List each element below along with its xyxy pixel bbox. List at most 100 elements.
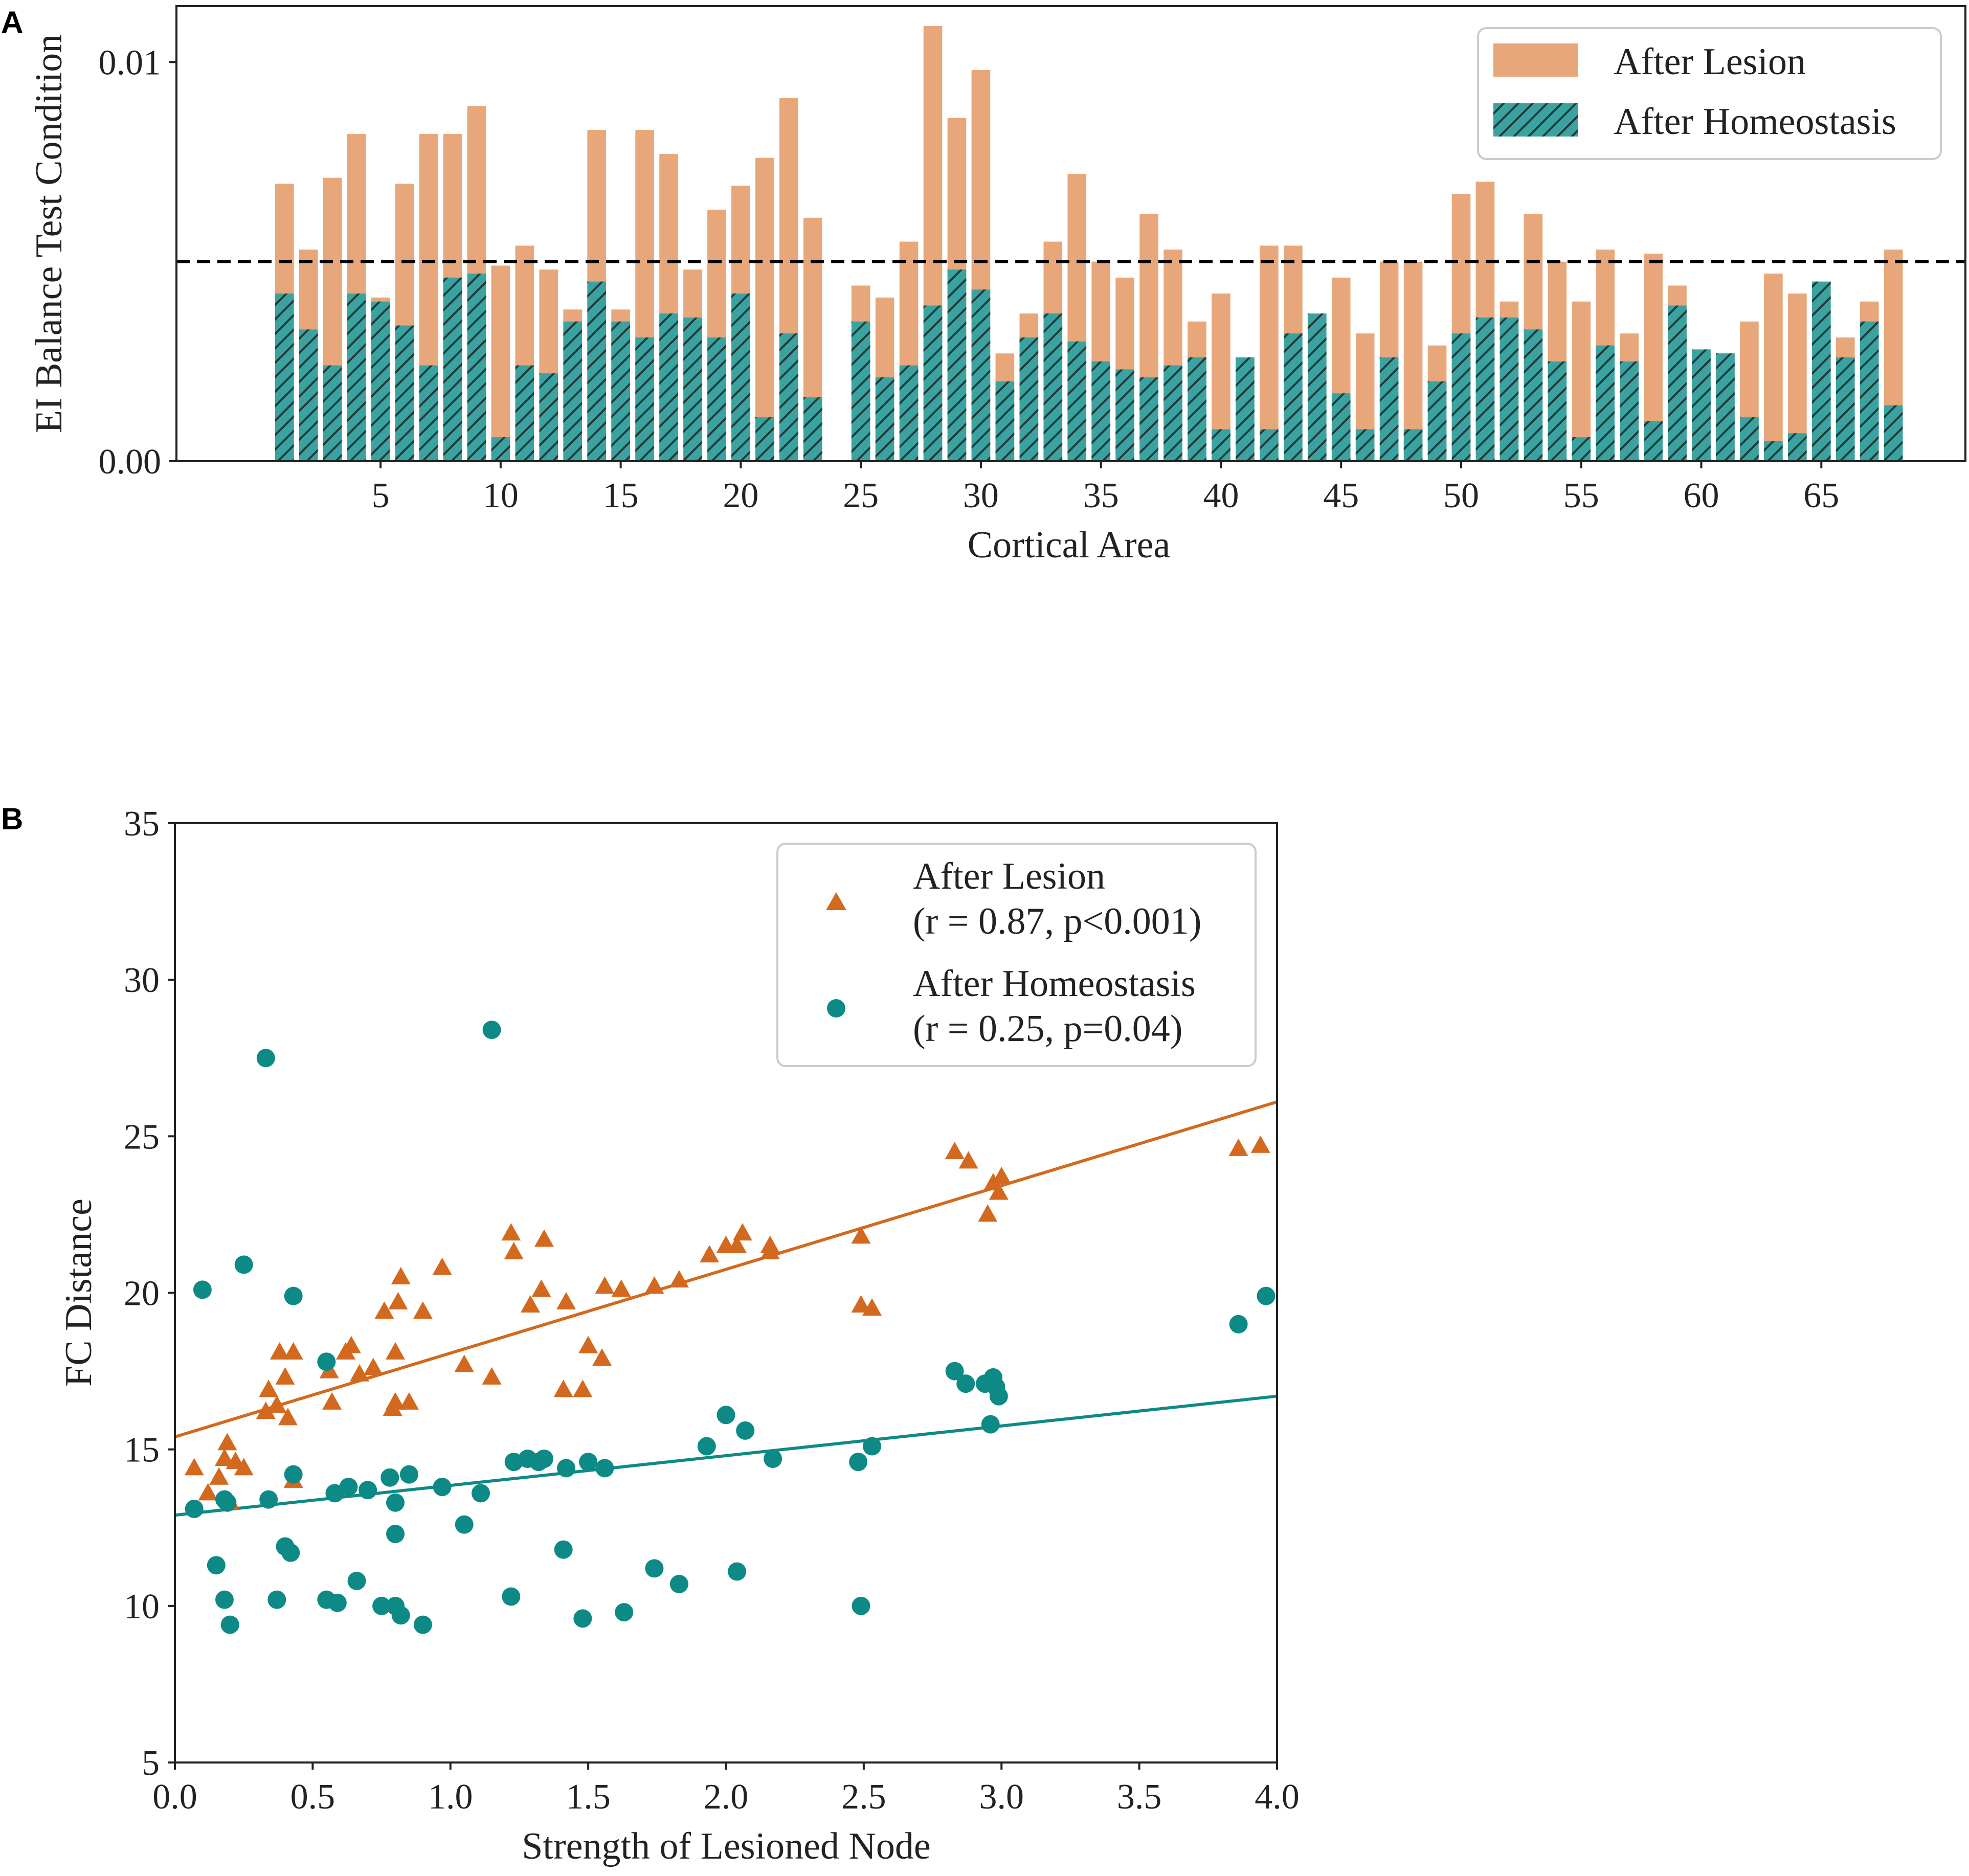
point-after-lesion <box>945 1141 965 1159</box>
legend-label-b-after-lesion: After Lesion <box>913 855 1105 897</box>
point-after-lesion <box>531 1279 551 1297</box>
bar-hatch-49 <box>1427 381 1447 461</box>
point-after-homeostasis <box>981 1415 1000 1434</box>
bar-hatch-63 <box>1764 441 1783 461</box>
fit-line-after-lesion <box>174 1100 1278 1439</box>
legend-label-after-homeostasis: After Homeostasis <box>1614 101 1896 143</box>
bar-hatch-8 <box>443 277 462 461</box>
y-tick-label: 5 <box>142 1744 160 1783</box>
legend-stats-after-homeostasis: (r = 0.25, p=0.04) <box>913 1008 1182 1050</box>
bar-hatch-50 <box>1451 333 1471 461</box>
x-tick-label: 2.0 <box>704 1777 749 1817</box>
bar-hatch-6 <box>395 325 414 461</box>
bar-hatch-35 <box>1091 361 1111 461</box>
x-tick-label: 50 <box>1443 476 1479 515</box>
bar-after-lesion-10 <box>491 265 510 461</box>
point-after-homeostasis <box>595 1459 614 1478</box>
panel-b-fit-lines <box>174 1100 1278 1517</box>
point-after-homeostasis <box>328 1593 347 1612</box>
bar-hatch-17 <box>659 313 678 461</box>
y-tick-label: 0.01 <box>99 43 162 82</box>
point-after-lesion <box>209 1467 229 1485</box>
point-after-lesion <box>644 1276 664 1294</box>
bar-hatch-34 <box>1067 341 1087 461</box>
bar-hatch-66 <box>1836 357 1855 461</box>
bar-hatch-2 <box>299 329 318 461</box>
point-after-lesion <box>595 1276 615 1294</box>
bar-hatch-18 <box>683 317 702 461</box>
bar-hatch-12 <box>539 373 558 461</box>
point-after-homeostasis <box>284 1465 303 1484</box>
point-after-homeostasis <box>697 1437 716 1456</box>
panel-a-bar-chart: A 5 10 15 20 25 30 35 40 45 50 55 60 65 0.00 0.01 Cor… <box>1 5 1966 566</box>
point-after-homeostasis <box>220 1615 239 1634</box>
point-after-homeostasis <box>347 1571 366 1590</box>
bar-hatch-15 <box>611 321 630 461</box>
bar-hatch-60 <box>1692 349 1711 461</box>
bar-hatch-23 <box>803 397 822 461</box>
bar-hatch-58 <box>1644 421 1663 461</box>
bar-hatch-48 <box>1403 429 1423 461</box>
x-tick-label: 40 <box>1203 476 1239 515</box>
point-after-homeostasis <box>386 1524 405 1543</box>
bar-hatch-25 <box>851 321 870 461</box>
bar-hatch-62 <box>1740 417 1759 461</box>
point-after-homeostasis <box>399 1465 418 1484</box>
point-after-lesion <box>732 1223 752 1241</box>
panel-b-y-ticks: 5 10 15 20 25 30 35 <box>124 804 175 1783</box>
point-after-lesion <box>341 1336 361 1353</box>
point-after-lesion <box>399 1392 419 1410</box>
point-after-lesion <box>989 1182 1009 1200</box>
point-after-lesion <box>556 1292 576 1309</box>
bar-hatch-53 <box>1524 329 1543 461</box>
point-after-lesion <box>214 1449 234 1466</box>
point-after-homeostasis <box>615 1603 634 1622</box>
point-after-lesion <box>374 1301 394 1319</box>
point-after-lesion <box>198 1483 218 1501</box>
bar-hatch-67 <box>1860 321 1879 461</box>
bar-hatch-41 <box>1236 357 1255 461</box>
bar-hatch-13 <box>563 321 583 461</box>
point-after-homeostasis <box>645 1559 664 1578</box>
panel-b-x-axis-title: Strength of Lesioned Node <box>522 1825 930 1867</box>
point-after-lesion <box>573 1380 593 1397</box>
point-after-homeostasis <box>259 1490 278 1509</box>
legend-marker-after-homeostasis <box>827 999 845 1018</box>
bar-hatch-4 <box>347 293 366 461</box>
point-after-homeostasis <box>852 1596 870 1615</box>
point-after-homeostasis <box>579 1453 598 1472</box>
point-after-lesion <box>1228 1138 1248 1156</box>
point-after-lesion <box>978 1204 998 1222</box>
legend-swatch-hatch <box>1493 103 1578 137</box>
point-after-homeostasis <box>433 1478 452 1497</box>
point-after-lesion <box>386 1342 405 1360</box>
bar-hatch-51 <box>1475 317 1495 461</box>
point-after-lesion <box>851 1295 871 1313</box>
x-tick-label: 55 <box>1563 476 1599 515</box>
point-after-homeostasis <box>455 1515 474 1534</box>
bar-hatch-59 <box>1668 305 1687 461</box>
point-after-lesion <box>259 1380 279 1397</box>
point-after-homeostasis <box>849 1453 868 1472</box>
y-tick-label: 25 <box>124 1117 160 1157</box>
x-tick-label: 20 <box>723 476 758 515</box>
point-after-homeostasis <box>207 1556 226 1575</box>
x-tick-label: 25 <box>843 476 879 515</box>
bar-hatch-10 <box>491 437 510 461</box>
y-tick-label: 35 <box>124 804 160 844</box>
point-after-homeostasis <box>218 1493 237 1512</box>
point-after-lesion <box>520 1295 540 1313</box>
point-after-lesion <box>234 1458 254 1476</box>
bar-hatch-52 <box>1500 317 1519 461</box>
point-after-homeostasis <box>234 1255 253 1274</box>
point-after-homeostasis <box>386 1493 405 1512</box>
panel-a-letter: A <box>1 5 23 39</box>
bar-hatch-44 <box>1307 313 1327 461</box>
point-after-lesion <box>278 1408 298 1426</box>
point-after-lesion <box>413 1301 433 1319</box>
bar-hatch-7 <box>419 365 438 461</box>
x-tick-label: 4.0 <box>1255 1777 1300 1817</box>
point-after-homeostasis <box>215 1590 234 1609</box>
legend-marker-after-lesion <box>826 892 846 910</box>
point-after-lesion <box>349 1364 369 1382</box>
